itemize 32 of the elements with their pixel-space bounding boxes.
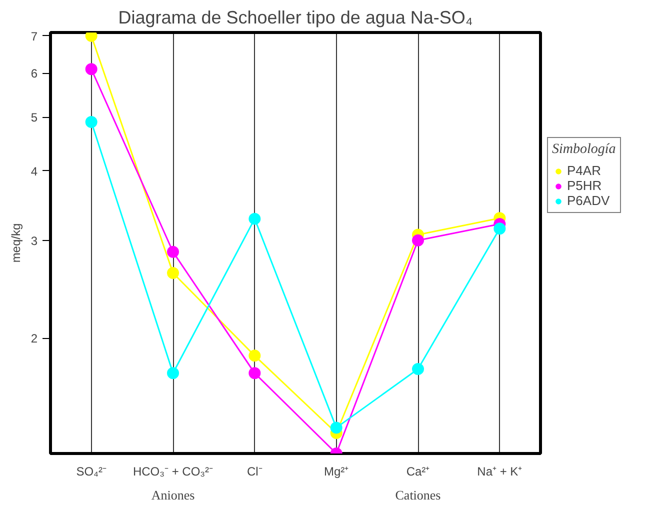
x-tick-label: Ca²⁺ — [406, 464, 430, 478]
text: Aniones — [151, 488, 195, 502]
point — [330, 422, 342, 434]
point — [167, 246, 179, 258]
legend-label: P6ADV — [567, 193, 610, 208]
point — [167, 267, 179, 280]
point — [412, 363, 424, 375]
chart-title: Diagrama de Schoeller tipo de agua Na-SO₄ — [118, 8, 473, 28]
point — [412, 234, 424, 246]
x-tick-label: Cl⁻ — [247, 464, 262, 478]
x-tick-label: Na⁺ + K⁺ — [477, 464, 522, 478]
legend-title: Simbología — [552, 142, 616, 158]
point — [248, 212, 261, 225]
point — [248, 350, 261, 362]
y-tick-label: 4 — [30, 164, 38, 178]
y-tick-label: 2 — [30, 332, 38, 346]
legend-label: P4AR — [567, 163, 601, 178]
y-axis-title: meq/kg — [8, 223, 23, 263]
point — [85, 116, 98, 128]
x-tick-label: HCO₃⁻ + CO₃²⁻ — [132, 464, 214, 478]
x-tick-label: SO₄²⁻ — [76, 464, 106, 478]
y-tick-label: 6 — [30, 66, 38, 81]
legend-label: P5HR — [567, 178, 602, 193]
x-tick-label: Mg²⁺ — [324, 464, 349, 478]
point — [494, 222, 506, 235]
point — [248, 367, 261, 380]
point — [167, 367, 179, 380]
y-tick-label: 7 — [30, 29, 38, 44]
y-tick-label: 5 — [30, 110, 38, 125]
point — [85, 63, 98, 76]
text: Cationes — [395, 488, 441, 502]
y-tick-label: 3 — [30, 234, 38, 248]
